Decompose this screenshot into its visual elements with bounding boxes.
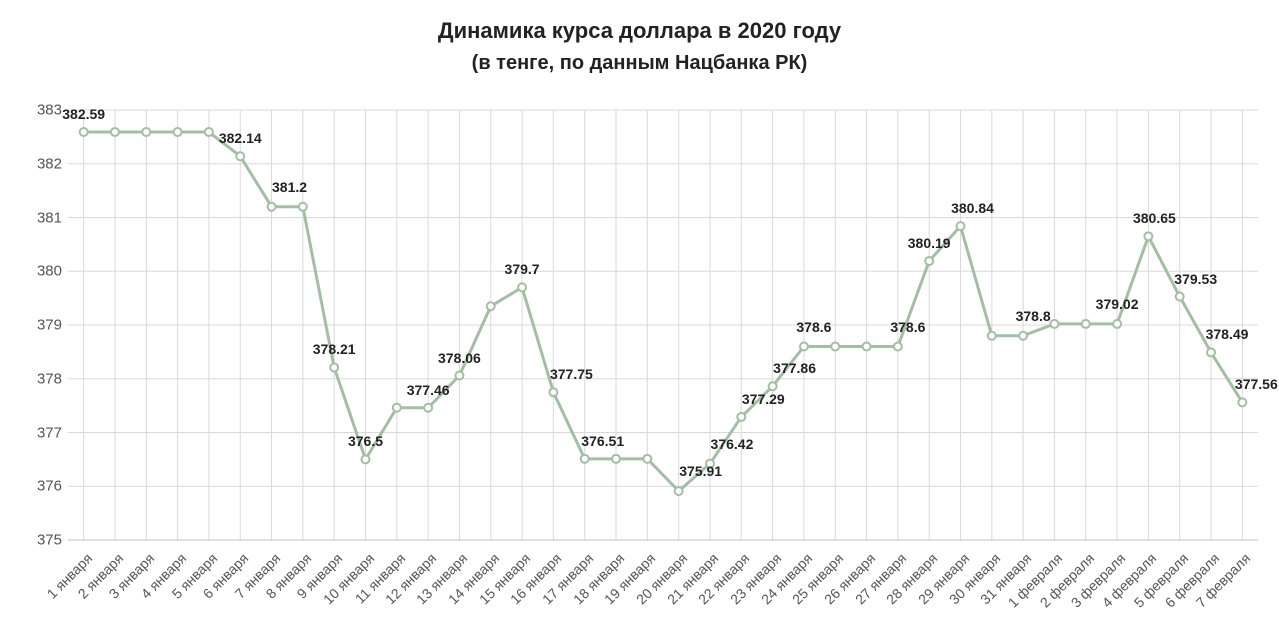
data-label: 377.56: [1235, 376, 1278, 392]
data-label: 378.6: [890, 319, 925, 335]
data-label: 380.19: [908, 235, 951, 251]
data-label: 378.21: [313, 341, 356, 357]
data-label: 377.46: [407, 382, 450, 398]
y-tick-label: 377: [26, 424, 62, 441]
data-label: 378.8: [1016, 308, 1051, 324]
data-label: 375.91: [679, 463, 722, 479]
data-label: 380.84: [951, 200, 994, 216]
data-label: 378.06: [438, 350, 481, 366]
data-label: 380.65: [1133, 210, 1176, 226]
data-label: 378.6: [796, 319, 831, 335]
chart-container: { "chart": { "type": "line", "title": "Д…: [0, 0, 1279, 642]
data-label: 382.59: [62, 106, 105, 122]
y-tick-label: 379: [26, 317, 62, 334]
y-tick-label: 383: [26, 102, 62, 119]
data-label: 377.86: [773, 360, 816, 376]
y-tick-label: 378: [26, 370, 62, 387]
data-label: 379.53: [1174, 271, 1217, 287]
y-tick-label: 381: [26, 209, 62, 226]
data-label: 378.49: [1206, 326, 1249, 342]
y-tick-label: 376: [26, 478, 62, 495]
data-label: 376.5: [348, 433, 383, 449]
y-tick-label: 375: [26, 532, 62, 549]
data-label: 377.75: [550, 366, 593, 382]
data-label: 381.2: [272, 179, 307, 195]
data-label: 379.7: [505, 261, 540, 277]
line-series: [0, 0, 1279, 642]
y-tick-label: 382: [26, 155, 62, 172]
y-tick-label: 380: [26, 263, 62, 280]
data-label: 377.29: [742, 391, 785, 407]
data-label: 376.51: [581, 433, 624, 449]
data-label: 382.14: [219, 130, 262, 146]
data-label: 376.42: [711, 436, 754, 452]
data-label: 379.02: [1096, 296, 1139, 312]
